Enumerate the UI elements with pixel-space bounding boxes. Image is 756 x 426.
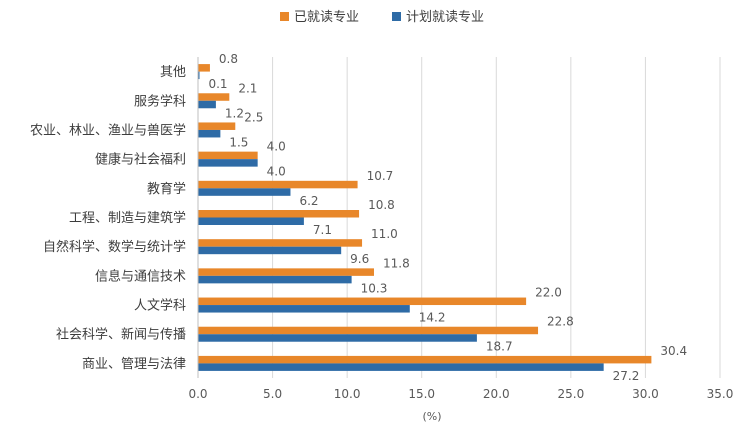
x-tick-label: 5.0 <box>263 387 282 401</box>
legend-swatch <box>280 12 289 21</box>
category-label: 教育学 <box>147 181 186 197</box>
data-label-planned: 0.1 <box>208 77 227 91</box>
bar-completed <box>198 151 258 160</box>
data-label-planned: 27.2 <box>613 369 640 383</box>
bar-completed <box>198 210 360 218</box>
legend-label: 已就读专业 <box>294 10 359 25</box>
data-label-completed: 4.0 <box>267 140 286 154</box>
bar-completed <box>198 297 527 306</box>
bar-completed <box>198 355 652 364</box>
data-label-planned: 1.5 <box>229 135 248 149</box>
category-label: 信息与通信技术 <box>95 268 186 284</box>
data-label-completed: 0.8 <box>219 52 238 66</box>
x-tick-label: 25.0 <box>557 387 584 401</box>
data-labels: 0.8 0.1 2.1 1.2 2.5 1.5 4.0 4.0 10.7 6.2 10.8 7.1 11… <box>208 52 687 383</box>
data-label-completed: 2.1 <box>238 81 257 95</box>
data-label-planned: 4.0 <box>267 165 286 179</box>
bar-planned <box>198 363 604 371</box>
bar-completed <box>198 180 358 189</box>
bars <box>198 64 652 371</box>
data-label-completed: 10.7 <box>367 169 394 183</box>
x-axis: 0.0 5.0 10.0 15.0 20.0 25.0 30.0 35.0 <box>188 387 733 401</box>
x-tick-label: 10.0 <box>334 387 361 401</box>
category-label: 农业、林业、渔业与兽医学 <box>30 122 186 138</box>
category-label: 自然科学、数学与统计学 <box>43 239 186 255</box>
bar-completed <box>198 122 236 130</box>
data-label-completed: 22.8 <box>547 315 574 329</box>
bar-completed <box>198 93 230 101</box>
gridlines <box>272 57 721 378</box>
category-label: 服务学科 <box>134 93 186 109</box>
bar-planned <box>198 217 304 225</box>
data-label-planned: 10.3 <box>361 281 388 295</box>
y-axis: 其他服务学科农业、林业、渔业与兽医学健康与社会福利教育学工程、制造与建筑学自然科… <box>30 57 199 378</box>
data-label-planned: 18.7 <box>486 340 513 354</box>
data-label-completed: 11.8 <box>383 256 410 270</box>
data-label-completed: 22.0 <box>535 286 562 300</box>
bar-planned <box>198 246 342 255</box>
data-label-completed: 10.8 <box>368 198 395 212</box>
category-label: 社会科学、新闻与传播 <box>56 327 186 343</box>
data-label-completed: 30.4 <box>660 344 687 358</box>
bar-completed <box>198 268 374 276</box>
x-tick-label: 20.0 <box>483 387 510 401</box>
category-label: 人文学科 <box>134 298 186 314</box>
category-label: 商业、管理与法律 <box>82 357 186 372</box>
legend: 已就读专业 计划就读专业 <box>280 10 484 25</box>
data-label-planned: 14.2 <box>419 311 446 325</box>
bar-planned <box>198 71 200 80</box>
x-tick-label: 0.0 <box>188 387 207 401</box>
data-label-completed: 2.5 <box>244 110 263 124</box>
bar-planned <box>198 100 216 109</box>
bar-planned <box>198 129 221 138</box>
x-tick-label: 30.0 <box>632 387 659 401</box>
legend-swatch <box>392 12 401 21</box>
data-label-completed: 11.0 <box>371 227 398 241</box>
bar-planned <box>198 334 477 342</box>
bar-completed <box>198 64 210 72</box>
x-tick-label: 35.0 <box>707 387 734 401</box>
bar-completed <box>198 326 539 335</box>
legend-label: 计划就读专业 <box>406 10 484 25</box>
bar-planned <box>198 159 258 167</box>
bar-planned <box>198 188 291 196</box>
bar-completed <box>198 239 363 247</box>
data-label-planned: 7.1 <box>313 223 332 237</box>
bar-planned <box>198 275 352 284</box>
data-label-planned: 6.2 <box>299 194 318 208</box>
data-label-planned: 1.2 <box>225 106 244 120</box>
data-label-planned: 9.6 <box>350 252 369 266</box>
bar-planned <box>198 305 410 313</box>
x-axis-title: (%) <box>422 410 441 423</box>
x-tick-label: 15.0 <box>408 387 435 401</box>
category-label: 健康与社会福利 <box>95 152 186 168</box>
category-label: 其他 <box>160 65 186 80</box>
category-label: 工程、制造与建筑学 <box>69 210 186 226</box>
